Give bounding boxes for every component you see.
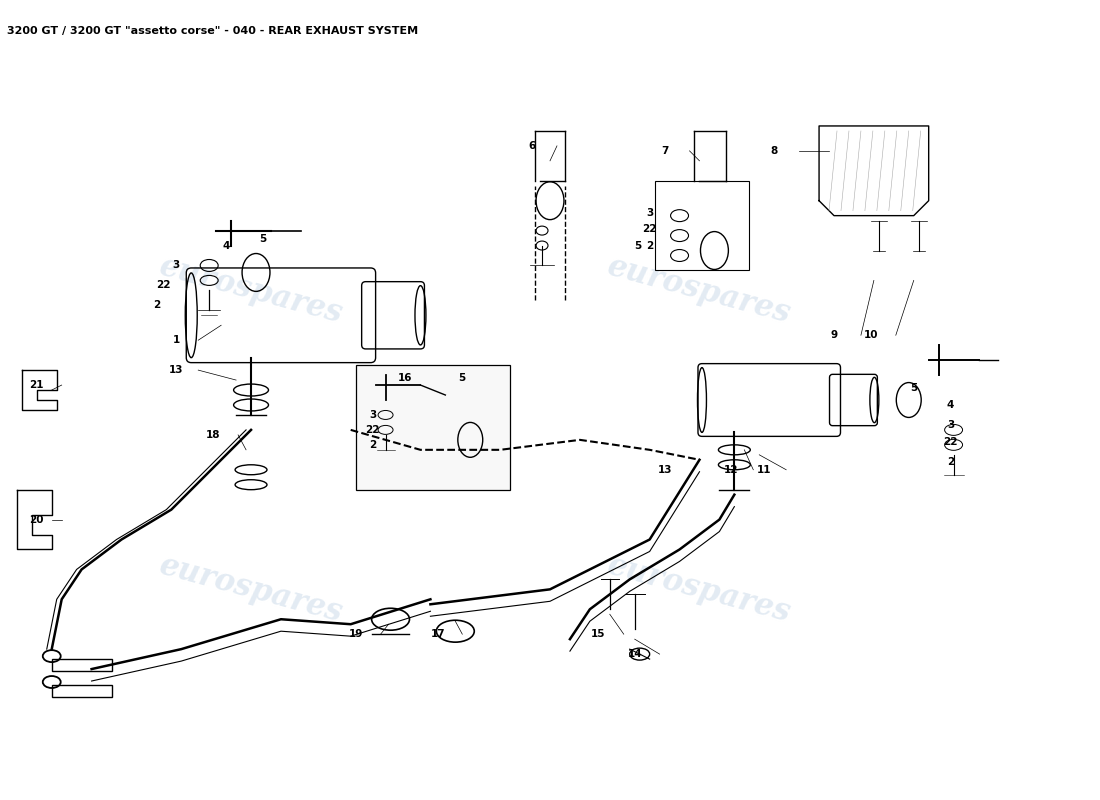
Text: 22: 22 [365, 425, 380, 435]
Text: 5: 5 [260, 234, 266, 243]
Text: eurospares: eurospares [156, 251, 346, 330]
Text: 3: 3 [368, 410, 376, 420]
Text: 5: 5 [634, 241, 641, 250]
Text: 22: 22 [156, 280, 170, 290]
Text: 18: 18 [206, 430, 220, 440]
Text: 9: 9 [830, 330, 837, 340]
Text: 1: 1 [173, 335, 180, 346]
Text: 22: 22 [642, 223, 657, 234]
Text: 10: 10 [864, 330, 878, 340]
Text: 17: 17 [431, 629, 446, 639]
Text: 3: 3 [173, 261, 180, 270]
Text: 5: 5 [910, 383, 917, 393]
Text: 5: 5 [459, 373, 466, 383]
Text: 4: 4 [947, 400, 955, 410]
Text: 3: 3 [646, 208, 653, 218]
Text: 2: 2 [646, 241, 653, 250]
Text: 4: 4 [222, 241, 230, 250]
Text: 3: 3 [947, 420, 954, 430]
FancyBboxPatch shape [355, 365, 510, 490]
Text: 7: 7 [661, 146, 669, 156]
Text: 19: 19 [349, 629, 363, 639]
Text: 2: 2 [368, 440, 376, 450]
Text: 6: 6 [528, 141, 536, 151]
Text: 3200 GT / 3200 GT "assetto corse" - 040 - REAR EXHAUST SYSTEM: 3200 GT / 3200 GT "assetto corse" - 040 … [7, 26, 418, 36]
Text: 12: 12 [724, 465, 738, 474]
Text: eurospares: eurospares [604, 251, 794, 330]
Text: eurospares: eurospares [156, 550, 346, 629]
Text: 13: 13 [169, 365, 184, 375]
Text: 16: 16 [398, 373, 412, 383]
Text: eurospares: eurospares [604, 550, 794, 629]
Text: 14: 14 [627, 649, 642, 659]
Text: 2: 2 [153, 300, 159, 310]
Text: 22: 22 [944, 437, 958, 447]
Text: 15: 15 [591, 629, 605, 639]
Text: 13: 13 [658, 465, 672, 474]
Text: 21: 21 [30, 380, 44, 390]
Text: 20: 20 [30, 514, 44, 525]
Text: 8: 8 [771, 146, 778, 156]
Text: 11: 11 [757, 465, 771, 474]
Text: 2: 2 [947, 457, 954, 466]
